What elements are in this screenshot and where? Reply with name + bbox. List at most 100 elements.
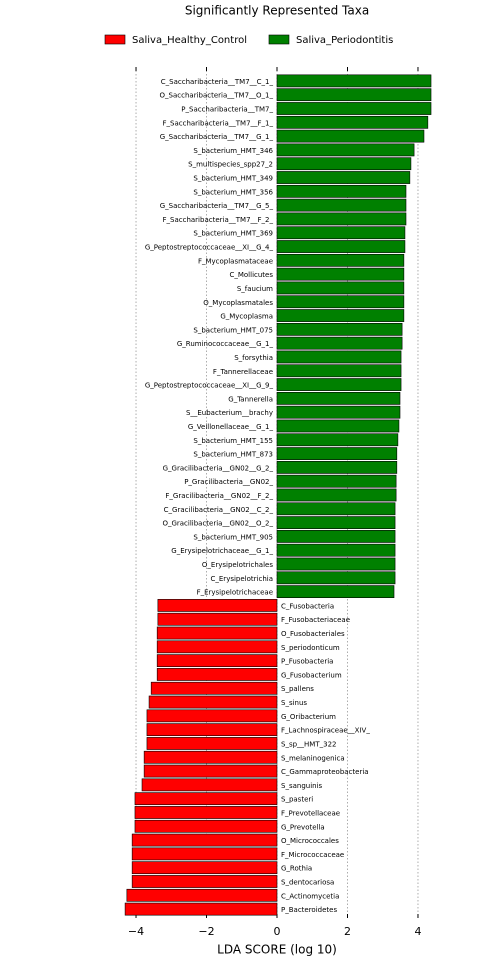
bar [276, 295, 405, 309]
x-tick-label: −2 [198, 925, 214, 938]
category-label: S_bacterium_HMT_155 [193, 437, 273, 445]
bar [276, 74, 432, 88]
bar [276, 171, 411, 184]
bar [156, 640, 278, 654]
category-label: G_Veillonellaceae__G_1_ [188, 423, 274, 431]
bar [146, 737, 278, 750]
legend-swatch [268, 34, 290, 45]
category-label: C_Saccharibacteria__TM7__C_1_ [161, 78, 274, 86]
bar [276, 585, 395, 598]
category-label: P_Saccharibacteria__TM7_ [181, 106, 273, 114]
bar [146, 723, 278, 737]
bar [131, 875, 278, 888]
legend-label: Saliva_Healthy_Control [132, 35, 247, 46]
category-label: G_Mycoplasma [220, 313, 273, 321]
bar [276, 157, 412, 171]
category-label: F_Fusobacteriaceae [281, 616, 350, 624]
category-label: S_bacterium_HMT_905 [193, 533, 273, 541]
category-label: S_melaninogenica [281, 754, 345, 762]
category-label: S__Eubacterium__brachy [186, 409, 273, 417]
bar [276, 322, 403, 336]
bar [276, 405, 401, 419]
x-tick-label: −4 [128, 925, 144, 938]
category-label: S_pallens [281, 685, 314, 693]
category-label: S_bacterium_HMT_349 [193, 175, 273, 183]
category-label: S_dentocariosa [281, 878, 334, 886]
category-label: S_bacterium_HMT_075 [193, 326, 273, 334]
category-label: F_Saccharibacteria__TM7__F_1_ [163, 119, 274, 127]
category-label: S_bacterium_HMT_356 [193, 188, 273, 196]
bar [276, 267, 405, 281]
bar [276, 502, 396, 516]
bar [276, 530, 396, 543]
category-label: O_Micrococcales [281, 837, 339, 845]
category-label: S_bacterium_HMT_369 [193, 230, 273, 238]
x-tick-label: 0 [274, 925, 281, 938]
bar [276, 184, 407, 198]
bar [276, 350, 402, 364]
category-label: S_sp__HMT_322 [281, 740, 336, 748]
category-label: S_periodonticum [281, 644, 340, 652]
bar [276, 115, 429, 129]
bar [276, 198, 407, 212]
category-label: G_Peptostreptococcaceae__XI__G_4_ [145, 244, 274, 252]
category-label: P_Gracilibacteria__GN02_ [184, 478, 273, 486]
bar [134, 792, 278, 806]
category-label: S_multispecies_spp27_2 [188, 161, 273, 169]
category-label: S_pasteri [281, 796, 313, 804]
bar [276, 461, 398, 474]
bar [276, 516, 396, 529]
bar [276, 419, 400, 433]
bar [276, 226, 406, 240]
category-label: P_Fusobacteria [281, 658, 333, 666]
bar [131, 833, 278, 847]
category-label: F_Gracilibacteria__GN02__F_2_ [165, 492, 273, 500]
bar [156, 654, 278, 668]
category-label: C_Erysipelotrichia [211, 575, 274, 583]
category-label: F_Prevotellaceae [281, 809, 340, 817]
category-label: O_Gracilibacteria__GN02__O_2_ [162, 520, 273, 528]
category-label: G_Saccharibacteria__TM7__G_5_ [160, 202, 274, 210]
legend-label: Saliva_Periodontitis [296, 35, 393, 46]
category-label: G_Erysipelotrichaceae__G_1_ [171, 547, 273, 555]
bar [276, 557, 396, 571]
category-label: F_Mycoplasmataceae [198, 257, 273, 265]
category-label: S_sanguinis [281, 782, 323, 790]
category-label: G_Gracilibacteria__GN02__G_2_ [163, 464, 274, 472]
category-label: O_Mycoplasmatales [203, 299, 273, 307]
bar [276, 240, 406, 253]
bar [276, 143, 415, 157]
legend-swatch [104, 34, 126, 45]
bar [276, 474, 397, 488]
bar [124, 902, 278, 916]
bar [276, 543, 396, 557]
x-tick-label: 4 [414, 925, 421, 938]
category-label: C_Mollicutes [229, 271, 273, 279]
category-label: F_Micrococcaceae [281, 851, 344, 859]
category-label: P_Bacteroidetes [281, 906, 337, 914]
bar [141, 778, 278, 792]
bar [148, 695, 278, 709]
bar [156, 668, 278, 681]
bar [146, 709, 278, 723]
category-label: F_Saccharibacteria__TM7__F_2_ [163, 216, 274, 224]
bar [276, 281, 405, 295]
bar [276, 378, 402, 391]
category-label: S_sinus [281, 699, 307, 707]
category-label: C_Gammaproteobacteria [281, 768, 369, 776]
bar [157, 612, 278, 626]
category-label: G_Peptostreptococcaceae__XI__G_9_ [145, 382, 274, 390]
bar [276, 447, 398, 460]
category-label: G_Saccharibacteria__TM7__G_1_ [160, 133, 274, 141]
category-label: F_Tannerellaceae [213, 368, 273, 376]
category-label: S_bacterium_HMT_346 [193, 147, 273, 155]
category-label: G_Ruminococcaceae__G_1_ [177, 340, 274, 348]
bar [276, 102, 432, 115]
category-label: G_Rothia [281, 865, 312, 873]
bar [131, 861, 278, 875]
category-label: C_Actinomycetia [281, 892, 339, 900]
bar [134, 819, 278, 833]
category-label: O_Fusobacteriales [281, 630, 345, 638]
category-label: S_forsythia [234, 354, 273, 362]
